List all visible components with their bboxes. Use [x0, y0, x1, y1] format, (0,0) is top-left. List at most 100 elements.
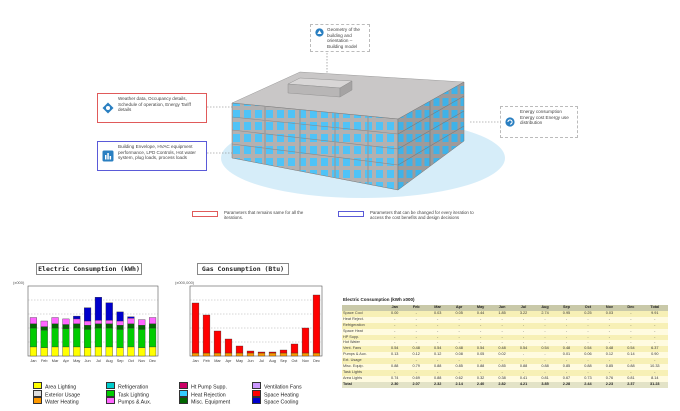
- table-cell: -: [405, 340, 427, 347]
- bar-misc-equipment: [62, 324, 70, 329]
- table-cell: -: [469, 322, 492, 329]
- table-cell: 0.06: [577, 352, 599, 359]
- table-cell: 0.90: [641, 352, 668, 359]
- bar-task-lighting: [127, 327, 135, 348]
- x-tick-label: Mar: [52, 359, 59, 363]
- table-cell: 0.81: [620, 375, 642, 382]
- bar-misc-equipment: [29, 323, 37, 329]
- x-tick-label: Jul: [259, 359, 264, 363]
- table-cell: 0.95: [555, 310, 578, 317]
- table-cell: -: [448, 328, 470, 335]
- legend-changed-parameters: Parameters that can be changed for every…: [338, 210, 478, 224]
- table-row: HP Supp. - - - - - - - - - - - - -: [342, 334, 668, 341]
- table-cell: 0.76: [598, 375, 621, 382]
- table-cell: -: [469, 358, 492, 365]
- bar-area-lighting: [138, 347, 146, 357]
- table-cell: -: [534, 352, 556, 359]
- bar-space-heating: [301, 327, 310, 354]
- table-cell: -: [384, 322, 406, 329]
- hvac-equipment-icon: [102, 150, 114, 162]
- table-cell: 0.48: [405, 346, 427, 353]
- bar-area-lighting: [51, 346, 59, 357]
- table-cell: -: [384, 369, 406, 376]
- table-column-header: Jan: [384, 305, 406, 311]
- x-tick-label: Sep: [280, 359, 287, 363]
- electric-consumption-table: Jan Feb Mar Apr May Jun Jul Aug Sep Oct Nov Dec Tota…: [342, 305, 668, 388]
- table-cell: -: [426, 334, 449, 341]
- table-cell: -: [448, 316, 470, 323]
- table-column-header: Aug: [534, 305, 556, 311]
- table-cell: 4.21: [512, 381, 535, 388]
- table-cell: 0.12: [426, 352, 449, 359]
- bar-space-cooling: [116, 311, 124, 322]
- bar-water-heating: [301, 352, 310, 357]
- bar-task-lighting: [116, 329, 124, 348]
- legend-swatch: [33, 382, 42, 389]
- table-cell: 0.81: [534, 375, 556, 382]
- table-cell: 0.54: [620, 346, 642, 353]
- x-tick-label: Aug: [106, 359, 113, 363]
- table-column-header: Total: [641, 305, 668, 311]
- table-cell: -: [512, 358, 535, 365]
- callout-geometry: Geometry of the building and orientation…: [310, 24, 370, 52]
- table-row-label: Pumps & Aux.: [342, 352, 384, 359]
- table-cell: 0.05: [448, 310, 470, 317]
- table-cell: 2.23: [598, 381, 621, 388]
- table-cell: -: [641, 328, 668, 335]
- electric-chart-title: Electric Consumption (kWh): [36, 263, 142, 275]
- table-cell: 0.14: [620, 352, 642, 359]
- bar-pumps-aux-: [127, 318, 135, 324]
- legend-label: Water Heating: [45, 399, 79, 406]
- table-cell: 0.01: [555, 352, 578, 359]
- table-row-label: Area Lights: [342, 375, 384, 382]
- legend-swatch: [33, 397, 42, 404]
- table-cell: -: [384, 334, 406, 341]
- table-cell: -: [512, 328, 535, 335]
- table-cell: -: [512, 322, 535, 329]
- table-cell: -: [598, 328, 621, 335]
- bar-pumps-aux-: [138, 319, 146, 326]
- building-model: [231, 71, 465, 191]
- bar-pumps-aux-: [149, 317, 157, 324]
- bar-area-lighting: [149, 346, 157, 357]
- table-cell: -: [491, 358, 513, 365]
- table-cell: -: [555, 340, 578, 347]
- table-cell: -: [534, 369, 556, 376]
- bar-pumps-aux-: [29, 317, 37, 324]
- table-cell: 0.38: [491, 375, 513, 382]
- table-cell: -: [598, 369, 621, 376]
- table-row-label: Task Lights: [342, 369, 384, 376]
- table-cell: 0.08: [448, 352, 470, 359]
- table-cell: 0.54: [577, 346, 599, 353]
- bar-space-cooling: [94, 297, 102, 321]
- table-cell: 2.44: [577, 381, 599, 388]
- table-column-header: Feb: [405, 305, 427, 311]
- legend-swatch: [252, 389, 261, 397]
- table-row: Space Cool 0.00-0.03 0.05 0.44 1.85 3.22 2.74 0…: [342, 310, 668, 317]
- table-cell: -: [641, 358, 668, 365]
- x-tick-label: Apr: [226, 359, 233, 363]
- bar-water-heating: [279, 352, 288, 357]
- table-cell: 0.12: [405, 352, 427, 359]
- table-cell: -: [555, 369, 578, 376]
- table-cell: -: [534, 322, 556, 329]
- table-cell: 0.48: [491, 346, 513, 353]
- legend-swatch: [179, 389, 188, 397]
- table-cell: 0.03: [426, 310, 449, 317]
- table-row-label: Space Heat: [342, 328, 384, 335]
- bar-misc-equipment: [40, 326, 48, 331]
- table-cell: 0.79: [405, 364, 427, 370]
- bar-task-lighting: [29, 327, 37, 348]
- table-cell: 3.22: [512, 310, 535, 317]
- table-cell: -: [534, 328, 556, 335]
- legend-label: Pumps & Aux.: [118, 399, 152, 406]
- table-cell: -: [555, 316, 578, 323]
- bar-area-lighting: [116, 347, 124, 357]
- table-cell: 0.88: [534, 364, 556, 370]
- bar-pumps-aux-: [84, 320, 92, 326]
- bar-area-lighting: [84, 347, 92, 357]
- energy-output-icon: [505, 117, 515, 127]
- gas-chart-y-unit: (x000,000): [175, 280, 195, 285]
- bar-area-lighting: [62, 346, 70, 357]
- table-cell: 2.30: [384, 381, 406, 388]
